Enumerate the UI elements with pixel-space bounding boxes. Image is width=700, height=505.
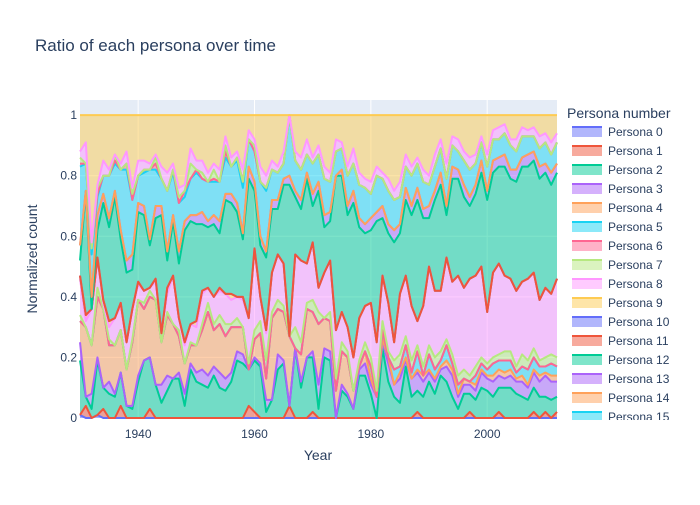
legend-label: Persona 15 bbox=[608, 410, 670, 424]
legend-label: Persona 11 bbox=[608, 334, 669, 348]
x-axis-ticks: 1940 1960 1980 2000 bbox=[125, 427, 501, 441]
legend-item[interactable]: Persona 11 bbox=[572, 334, 669, 348]
y-tick-label: 0 bbox=[70, 411, 77, 425]
y-tick-label: 0.2 bbox=[60, 350, 77, 364]
legend-item[interactable]: Persona 12 bbox=[572, 353, 670, 367]
legend-swatch-fill bbox=[572, 298, 602, 308]
legend-item[interactable]: Persona 8 bbox=[572, 277, 663, 291]
legend-title: Persona number bbox=[567, 105, 671, 121]
legend-swatch-fill bbox=[572, 165, 602, 175]
legend-label: Persona 9 bbox=[608, 296, 663, 310]
y-axis-ticks: 0 0.2 0.4 0.6 0.8 1 bbox=[60, 108, 77, 425]
legend-swatch-fill bbox=[572, 355, 602, 365]
legend-swatch-fill bbox=[572, 412, 602, 420]
legend-swatch-fill bbox=[572, 203, 602, 213]
x-tick-label: 1980 bbox=[358, 427, 385, 441]
legend-swatch-fill bbox=[572, 127, 602, 137]
persona-7-line bbox=[79, 286, 558, 392]
x-tick-label: 1960 bbox=[241, 427, 268, 441]
legend-swatch-fill bbox=[572, 260, 602, 270]
persona-3-line bbox=[79, 341, 557, 419]
legend-item[interactable]: Persona 2 bbox=[572, 163, 663, 177]
legend-label: Persona 5 bbox=[608, 220, 663, 234]
line-series bbox=[79, 114, 558, 419]
legend-scroll-area[interactable]: Persona 0 Persona 1 Persona 2 Persona 3 Pers… bbox=[572, 125, 670, 500]
y-tick-label: 0.4 bbox=[60, 290, 77, 304]
legend-swatch-fill bbox=[572, 317, 602, 327]
persona-19-area bbox=[80, 115, 557, 243]
legend-label: Persona 0 bbox=[608, 125, 663, 139]
legend-item[interactable]: Persona 7 bbox=[572, 258, 663, 272]
legend-item[interactable]: Persona 15 bbox=[572, 410, 670, 424]
legend-item[interactable]: Persona 6 bbox=[572, 239, 663, 253]
persona-12-area bbox=[80, 160, 557, 358]
persona-12-line bbox=[79, 159, 558, 310]
legend-item[interactable]: Persona 9 bbox=[572, 296, 663, 310]
x-axis-title: Year bbox=[304, 447, 333, 463]
legend-item[interactable]: Persona 1 bbox=[572, 144, 663, 158]
legend-label: Persona 1 bbox=[608, 144, 663, 158]
legend-item[interactable]: Persona 5 bbox=[572, 220, 663, 234]
legend-item[interactable]: Persona 10 bbox=[572, 315, 670, 329]
legend-label: Persona 8 bbox=[608, 277, 663, 291]
legend-label: Persona 2 bbox=[608, 163, 663, 177]
legend-label: Persona 7 bbox=[608, 258, 663, 272]
legend-label: Persona 13 bbox=[608, 372, 670, 386]
x-tick-label: 1940 bbox=[125, 427, 152, 441]
legend-swatch-fill bbox=[572, 146, 602, 156]
legend-items: Persona 0 Persona 1 Persona 2 Persona 3 Pers… bbox=[572, 125, 670, 424]
legend-swatch-fill bbox=[572, 374, 602, 384]
x-tick-label: 2000 bbox=[474, 427, 501, 441]
legend-label: Persona 4 bbox=[608, 201, 663, 215]
persona-18-line bbox=[79, 114, 558, 244]
legend-swatch-fill bbox=[572, 222, 602, 232]
persona-2-area bbox=[80, 348, 557, 418]
legend-item[interactable]: Persona 3 bbox=[572, 182, 663, 196]
persona-14-line bbox=[79, 150, 558, 298]
y-tick-label: 0.8 bbox=[60, 169, 77, 183]
legend-label: Persona 10 bbox=[608, 315, 670, 329]
legend-label: Persona 3 bbox=[608, 182, 663, 196]
legend-item[interactable]: Persona 14 bbox=[572, 391, 670, 405]
legend-swatch-fill bbox=[572, 393, 602, 403]
legend-label: Persona 14 bbox=[608, 391, 670, 405]
legend-item[interactable]: Persona 4 bbox=[572, 201, 663, 215]
legend-swatch-fill bbox=[572, 279, 602, 289]
persona-4-area bbox=[80, 296, 557, 418]
legend-label: Persona 12 bbox=[608, 353, 670, 367]
legend-swatch-fill bbox=[572, 241, 602, 251]
legend-item[interactable]: Persona 13 bbox=[572, 372, 670, 386]
legend-label: Persona 6 bbox=[608, 239, 663, 253]
y-axis-title: Normalized count bbox=[24, 204, 40, 313]
persona-11-line bbox=[79, 241, 558, 359]
legend-item[interactable]: Persona 0 bbox=[572, 125, 663, 139]
legend-swatch-fill bbox=[572, 184, 602, 194]
y-tick-label: 0.6 bbox=[60, 229, 77, 243]
persona-2-line bbox=[79, 347, 558, 419]
persona-17-line bbox=[79, 114, 558, 250]
persona-1-line bbox=[79, 404, 558, 419]
y-tick-label: 1 bbox=[70, 108, 77, 122]
chart-title: Ratio of each persona over time bbox=[35, 36, 276, 55]
legend-swatch-fill bbox=[572, 336, 602, 346]
